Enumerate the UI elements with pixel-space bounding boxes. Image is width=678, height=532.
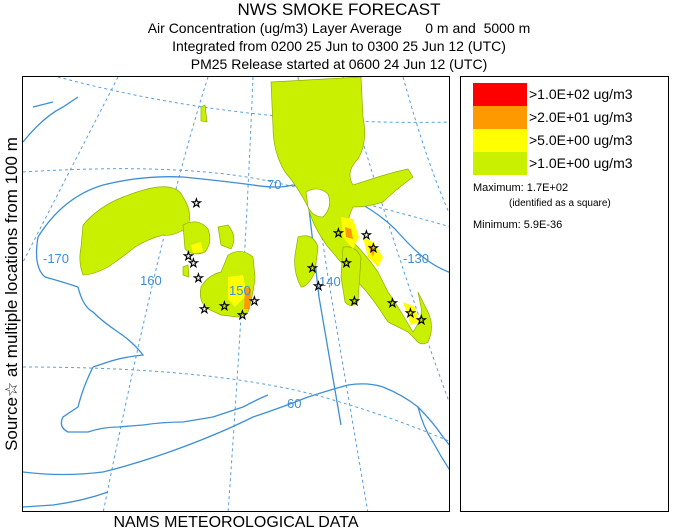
source-star: ☆ bbox=[191, 196, 202, 210]
source-star: ☆ bbox=[183, 249, 194, 263]
source-star: ☆ bbox=[199, 302, 210, 316]
border-alaska-canada bbox=[305, 181, 342, 426]
plume-east-1 bbox=[340, 246, 362, 306]
legend-item: >1.0E+02 ug/m3 bbox=[473, 83, 663, 106]
source-star: ☆ bbox=[219, 299, 230, 313]
source-star: ☆ bbox=[341, 256, 352, 270]
plume-l3-b bbox=[345, 227, 353, 239]
legend-label: >1.0E+02 ug/m3 bbox=[529, 86, 633, 102]
maximum-note: (identified as a square) bbox=[509, 198, 611, 209]
subtitle-release-start: PM25 Release started at 0600 24 Jun 12 (… bbox=[190, 56, 488, 72]
legend-item: >2.0E+01 ug/m3 bbox=[473, 106, 663, 129]
coast-cook-inlet bbox=[212, 394, 269, 418]
source-star: ☆ bbox=[387, 296, 398, 310]
source-star: ☆ bbox=[361, 228, 372, 242]
source-star: ☆ bbox=[368, 241, 379, 255]
label-lat-60: 60 bbox=[287, 396, 301, 411]
legend-swatch bbox=[473, 83, 527, 106]
plume-l3-c bbox=[368, 245, 375, 257]
coast-bristol bbox=[60, 366, 214, 433]
source-star: ☆ bbox=[416, 313, 427, 327]
coast-chukotka bbox=[23, 96, 79, 143]
subtitle-integration-period: Integrated from 0200 25 Jun to 0300 25 J… bbox=[172, 38, 506, 54]
source-star: ☆ bbox=[249, 294, 260, 308]
plume-small-1 bbox=[217, 224, 235, 250]
plume-l2-e bbox=[191, 242, 203, 253]
minimum-value: Minimum: 5.9E-36 bbox=[473, 219, 563, 231]
legend-label: >5.0E+00 ug/m3 bbox=[529, 132, 633, 148]
coast-gulf bbox=[23, 383, 449, 476]
coast-west bbox=[35, 236, 145, 368]
smoke-map: -170 160 150 140 -130 70 60 ☆ ☆ ☆ ☆ ☆ ☆ … bbox=[23, 77, 449, 511]
latitude-line-60 bbox=[23, 366, 449, 442]
plume-northwest bbox=[79, 186, 190, 276]
label-lon-160: 160 bbox=[140, 273, 162, 288]
plume-northeast bbox=[270, 77, 432, 345]
latitude-line-70 bbox=[23, 168, 449, 227]
longitude-line-1 bbox=[23, 77, 119, 263]
source-star: ☆ bbox=[237, 308, 248, 322]
longitude-line-150 bbox=[227, 77, 254, 511]
longitude-line-160 bbox=[102, 77, 209, 511]
legend-panel: >1.0E+02 ug/m3 >2.0E+01 ug/m3 >5.0E+00 u… bbox=[460, 76, 669, 512]
source-star: ☆ bbox=[188, 256, 199, 270]
maximum-value: Maximum: 1.7E+02 bbox=[473, 182, 569, 194]
plume-l3-a bbox=[244, 287, 251, 309]
coast-panhandle bbox=[417, 406, 449, 471]
data-source-footer: NAMS METEOROLOGICAL DATA bbox=[113, 514, 359, 531]
plume-middle bbox=[294, 235, 319, 288]
coast-beaufort bbox=[362, 204, 449, 273]
plume-l2-d bbox=[403, 302, 419, 325]
label-lon-130: -130 bbox=[403, 251, 429, 266]
map-panel: -170 160 150 140 -130 70 60 ☆ ☆ ☆ ☆ ☆ ☆ … bbox=[22, 76, 450, 512]
label-lon-170: -170 bbox=[43, 251, 69, 266]
smoke-level3 bbox=[244, 227, 375, 309]
latitude-line-north bbox=[56, 77, 449, 123]
legend-item: >5.0E+00 ug/m3 bbox=[473, 129, 663, 152]
legend-item: >1.0E+00 ug/m3 bbox=[473, 152, 663, 175]
legend-swatch bbox=[473, 106, 527, 129]
legend-swatch bbox=[473, 152, 527, 175]
source-star: ☆ bbox=[349, 294, 360, 308]
plume-specks bbox=[182, 104, 208, 278]
source-star: ☆ bbox=[193, 271, 204, 285]
label-lon-150: 150 bbox=[229, 283, 251, 298]
legend-label: >1.0E+00 ug/m3 bbox=[529, 155, 633, 171]
plume-l2-c bbox=[228, 275, 247, 307]
grid-labels: -170 160 150 140 -130 70 60 bbox=[43, 177, 429, 411]
legend-swatch bbox=[473, 129, 527, 152]
label-lon-140: 140 bbox=[319, 274, 341, 289]
smoke-level2 bbox=[191, 217, 419, 325]
source-star: ☆ bbox=[307, 261, 318, 275]
source-star: ☆ bbox=[313, 279, 324, 293]
subtitle-concentration: Air Concentration (ug/m3) Layer Average … bbox=[147, 20, 531, 36]
longitude-line-east bbox=[402, 77, 449, 214]
source-markers: ☆ ☆ ☆ ☆ ☆ ☆ ☆ ☆ ☆ ☆ ☆ ☆ ☆ ☆ ☆ ☆ ☆ ☆ bbox=[183, 196, 428, 328]
plume-center bbox=[182, 221, 211, 255]
source-star: ☆ bbox=[333, 226, 344, 240]
legend-label: >2.0E+01 ug/m3 bbox=[529, 109, 633, 125]
source-label: Source☆ at multiple locations from 100 m bbox=[2, 137, 21, 451]
source-star: ☆ bbox=[405, 306, 416, 320]
forecast-title: NWS SMOKE FORECAST bbox=[237, 0, 441, 19]
label-lat-70: 70 bbox=[267, 177, 281, 192]
coast-aleutians bbox=[23, 491, 109, 508]
plume-gap bbox=[305, 188, 330, 218]
